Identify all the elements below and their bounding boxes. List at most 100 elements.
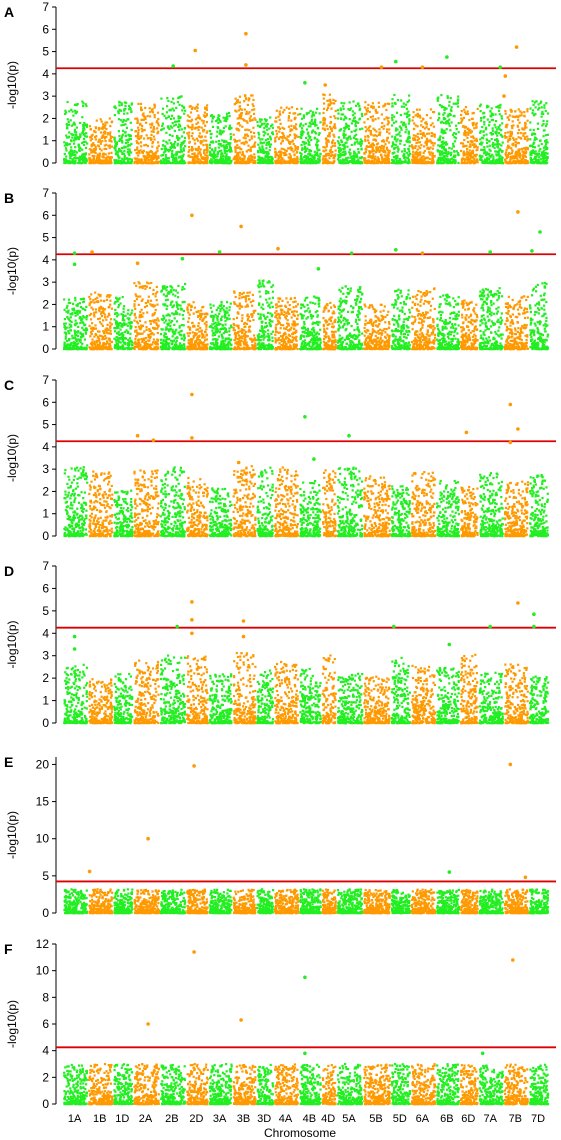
- snp-point: [162, 139, 165, 142]
- snp-point: [290, 159, 293, 162]
- snp-point: [308, 149, 311, 152]
- snp-point: [523, 111, 526, 114]
- snp-point: [543, 106, 546, 109]
- snp-point: [344, 115, 347, 118]
- snp-point: [64, 158, 67, 161]
- chromosome-points-3A: [208, 111, 233, 165]
- snp-point: [339, 107, 342, 110]
- snp-point: [342, 107, 345, 111]
- snp-point: [309, 150, 312, 153]
- snp-point: [119, 119, 123, 122]
- snp-point: [146, 154, 149, 157]
- snp-point: [307, 111, 310, 114]
- snp-point: [287, 116, 290, 119]
- snp-point: [103, 332, 106, 335]
- snp-point: [168, 127, 171, 130]
- snp-point: [393, 143, 396, 146]
- snp-point: [98, 294, 101, 297]
- snp-point: [414, 134, 417, 137]
- snp-point: [145, 143, 148, 146]
- snp-point: [290, 149, 293, 152]
- snp-point: [196, 139, 200, 142]
- snp-point: [180, 148, 183, 151]
- snp-point: [486, 145, 489, 148]
- snp-point: [205, 146, 209, 149]
- snp-point: [82, 140, 85, 143]
- snp-point: [400, 99, 403, 102]
- snp-point: [66, 127, 69, 130]
- snp-point: [109, 131, 112, 134]
- snp-point: [239, 117, 242, 120]
- snp-point: [430, 141, 433, 144]
- snp-point: [240, 108, 243, 111]
- snp-point: [249, 160, 252, 163]
- chromosome-points-5A: [336, 100, 364, 165]
- snp-point: [490, 107, 493, 110]
- snp-point: [382, 160, 386, 164]
- snp-point: [267, 143, 270, 146]
- snp-point: [359, 107, 362, 110]
- snp-point: [202, 157, 205, 160]
- snp-point: [259, 160, 262, 163]
- snp-point: [300, 160, 303, 163]
- snp-point: [384, 151, 387, 154]
- snp-point: [95, 161, 98, 164]
- snp-point: [229, 150, 232, 153]
- snp-point: [334, 99, 337, 102]
- y-tick-label: 4: [42, 253, 49, 267]
- snp-point: [377, 105, 381, 108]
- snp-point: [446, 158, 449, 161]
- snp-point: [448, 118, 451, 121]
- snp-point: [394, 101, 397, 105]
- snp-point: [407, 131, 410, 134]
- snp-point: [441, 153, 444, 156]
- snp-point: [373, 159, 376, 162]
- snp-point: [196, 159, 199, 162]
- snp-point: [417, 160, 420, 163]
- snp-point: [78, 317, 81, 320]
- snp-point: [109, 318, 113, 321]
- snp-point: [97, 161, 100, 164]
- snp-point: [328, 103, 331, 107]
- snp-point: [378, 131, 381, 134]
- snp-point: [380, 125, 383, 128]
- snp-point: [114, 308, 117, 312]
- snp-point: [101, 140, 104, 143]
- snp-point: [529, 121, 532, 124]
- snp-point: [174, 161, 177, 164]
- snp-point: [449, 97, 452, 100]
- snp-point: [70, 108, 73, 111]
- snp-point: [94, 136, 97, 139]
- snp-point: [266, 161, 269, 165]
- snp-point: [72, 302, 75, 305]
- snp-point: [331, 150, 334, 154]
- snp-point: [307, 143, 310, 146]
- snp-point: [175, 159, 178, 162]
- snp-point: [238, 105, 241, 108]
- snp-point: [103, 313, 106, 316]
- snp-point: [65, 310, 68, 313]
- snp-point: [172, 154, 175, 157]
- snp-point: [388, 128, 391, 131]
- snp-point: [198, 161, 201, 164]
- snp-point: [491, 127, 494, 130]
- snp-point: [408, 137, 411, 140]
- snp-point: [257, 143, 260, 146]
- snp-point: [403, 150, 406, 153]
- snp-point: [353, 152, 356, 155]
- snp-point: [209, 161, 212, 164]
- snp-point: [500, 144, 503, 147]
- snp-point: [125, 323, 128, 326]
- snp-point: [73, 309, 76, 312]
- snp-point: [65, 331, 68, 335]
- snp-point: [121, 141, 124, 144]
- snp-point: [153, 127, 156, 130]
- snp-point: [278, 118, 281, 121]
- snp-point: [105, 127, 108, 130]
- snp-point: [142, 112, 145, 115]
- snp-point: [104, 140, 107, 143]
- snp-point: [117, 112, 120, 115]
- snp-point: [63, 342, 66, 345]
- snp-point: [105, 295, 108, 298]
- snp-point: [347, 108, 350, 111]
